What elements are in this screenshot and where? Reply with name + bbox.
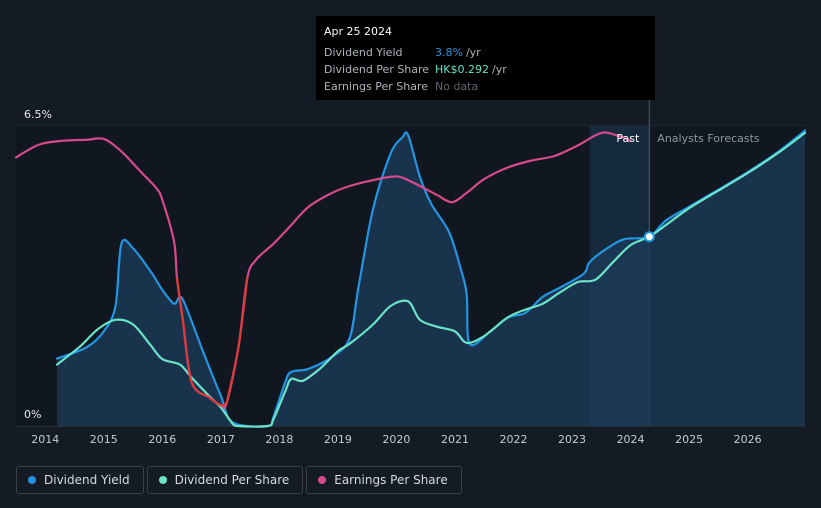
legend-label: Dividend Yield — [44, 473, 130, 487]
x-tick-label: 2018 — [265, 433, 293, 446]
past-label: Past — [616, 132, 640, 145]
dividend-yield-area — [57, 130, 805, 427]
y-tick-label: 0% — [24, 408, 41, 421]
dividend-per-share-line — [55, 131, 807, 428]
tooltip-row-dividend-per-share: Dividend Per Share HK$0.292 /yr — [324, 61, 647, 78]
x-tick-label: 2024 — [617, 433, 645, 446]
x-tick-label: 2017 — [207, 433, 235, 446]
tooltip-row-earnings-per-share: Earnings Per Share No data — [324, 78, 647, 95]
chart-areas — [57, 130, 805, 427]
x-tick-label: 2016 — [148, 433, 176, 446]
x-tick-label: 2023 — [558, 433, 586, 446]
tooltip-unit: /yr — [465, 46, 481, 59]
dividend-yield-line — [55, 129, 807, 428]
tooltip-value: 3.8% — [435, 46, 463, 59]
cursor-point — [643, 231, 655, 243]
x-tick-label: 2015 — [90, 433, 118, 446]
legend-dot-icon — [318, 476, 327, 484]
x-tick-label: 2025 — [675, 433, 703, 446]
chart-labels: 6.5% 0% 2014 2015 2016 2017 2018 2019 2020 2021 20… — [24, 108, 762, 446]
tooltip-label: Dividend Yield — [324, 46, 403, 59]
tooltip-value: No data — [435, 80, 479, 93]
y-tick-label: 6.5% — [24, 108, 52, 121]
chart-legend: Dividend Yield Dividend Per Share Earnin… — [16, 466, 462, 494]
legend-label: Dividend Per Share — [174, 473, 290, 487]
tooltip-date: Apr 25 2024 — [324, 25, 393, 38]
earnings-decline-segment — [225, 277, 249, 404]
legend-dot-icon — [28, 476, 36, 484]
tooltip-label: Dividend Per Share — [324, 63, 430, 76]
earnings-decline-segment — [175, 277, 228, 407]
legend-item-dividend-per-share[interactable]: Dividend Per Share — [146, 466, 304, 494]
x-tick-label: 2026 — [734, 433, 762, 446]
x-tick-label: 2020 — [382, 433, 410, 446]
chart-lines — [14, 129, 807, 428]
tooltip-value: HK$0.292 — [435, 63, 489, 76]
earnings-per-share-line — [14, 131, 632, 410]
x-tick-label: 2014 — [31, 433, 59, 446]
tooltip-unit: /yr — [491, 63, 507, 76]
tooltip-label: Earnings Per Share — [324, 80, 429, 93]
legend-dot-icon — [158, 476, 167, 484]
x-tick-label: 2021 — [441, 433, 469, 446]
legend-item-dividend-yield[interactable]: Dividend Yield — [16, 466, 144, 494]
legend-label: Earnings Per Share — [334, 473, 448, 487]
x-tick-label: 2019 — [324, 433, 352, 446]
chart-tooltip: Apr 25 2024 Dividend Yield 3.8% /yr Divi… — [316, 16, 655, 100]
forecast-label: Analysts Forecasts — [657, 132, 760, 145]
x-tick-label: 2022 — [500, 433, 528, 446]
legend-item-earnings-per-share[interactable]: Earnings Per Share — [306, 466, 462, 494]
tooltip-row-dividend-yield: Dividend Yield 3.8% /yr — [324, 44, 647, 61]
